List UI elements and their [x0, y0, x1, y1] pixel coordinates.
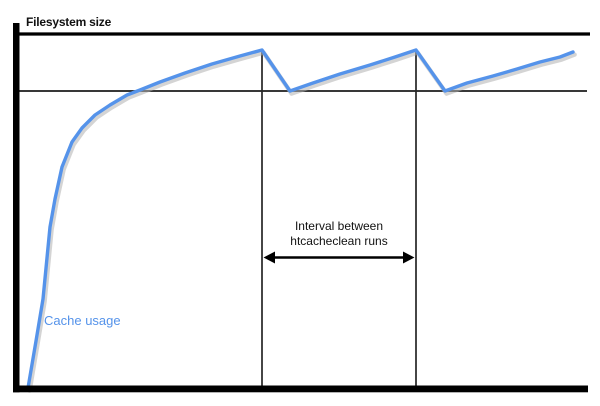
interval-double-arrow: [263, 251, 415, 264]
interval-annotation-line1: Interval between: [294, 219, 384, 233]
axes: [13, 23, 588, 393]
cache-usage-curve-shadow: [27, 50, 577, 393]
cache-usage-series-label: Cache usage: [44, 313, 121, 328]
y-axis-top-label: Filesystem size: [26, 15, 112, 29]
interval-annotation-line2: htcacheclean runs: [290, 234, 388, 248]
cleanup-run-marker-lines: [261, 49, 417, 386]
reference-lines: [19, 32, 590, 92]
interval-annotation: Interval between htcacheclean runs: [263, 219, 415, 249]
cache-usage-curve: [26, 48, 575, 390]
